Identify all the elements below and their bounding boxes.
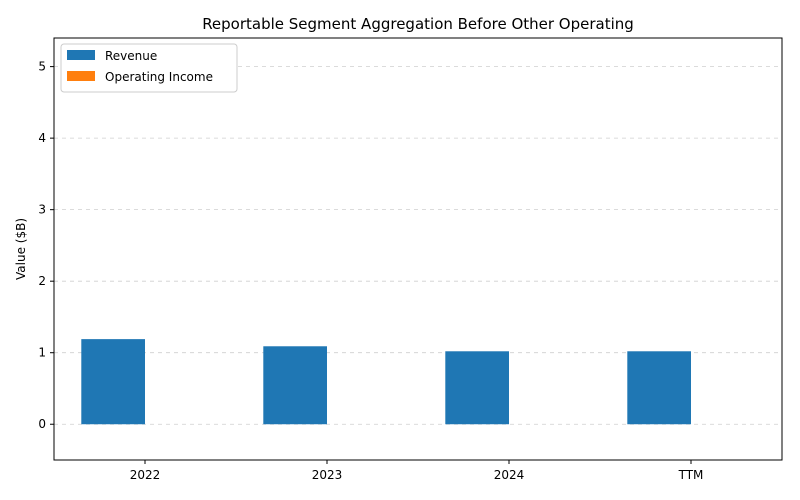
y-tick-label: 1	[38, 346, 46, 360]
x-tick-label: TTM	[678, 468, 704, 482]
x-tick-label: 2023	[312, 468, 343, 482]
legend-swatch	[67, 50, 95, 60]
y-tick-label: 0	[38, 417, 46, 431]
x-tick-label: 2022	[130, 468, 161, 482]
legend-swatch	[67, 71, 95, 81]
y-axis-label: Value ($B)	[14, 218, 28, 280]
y-tick-label: 5	[38, 60, 46, 74]
y-tick-label: 2	[38, 274, 46, 288]
legend: Revenue Operating Income	[60, 43, 238, 93]
y-axis: 0 1 2 3 4 5	[38, 60, 54, 431]
bar-revenue-2023	[263, 346, 327, 425]
bar-revenue-2022	[81, 339, 145, 425]
legend-label: Operating Income	[105, 70, 213, 84]
chart-title: Reportable Segment Aggregation Before Ot…	[202, 15, 634, 33]
plot-frame	[53, 37, 783, 461]
legend-box	[60, 43, 238, 93]
x-axis: 2022 2023 2024 TTM	[130, 460, 704, 482]
bars	[81, 339, 691, 425]
bar-revenue-2024	[445, 351, 509, 425]
x-tick-label: 2024	[494, 468, 525, 482]
y-tick-label: 3	[38, 203, 46, 217]
legend-label: Revenue	[105, 49, 157, 63]
bar-revenue-ttm	[627, 351, 691, 425]
y-tick-label: 4	[38, 131, 46, 145]
